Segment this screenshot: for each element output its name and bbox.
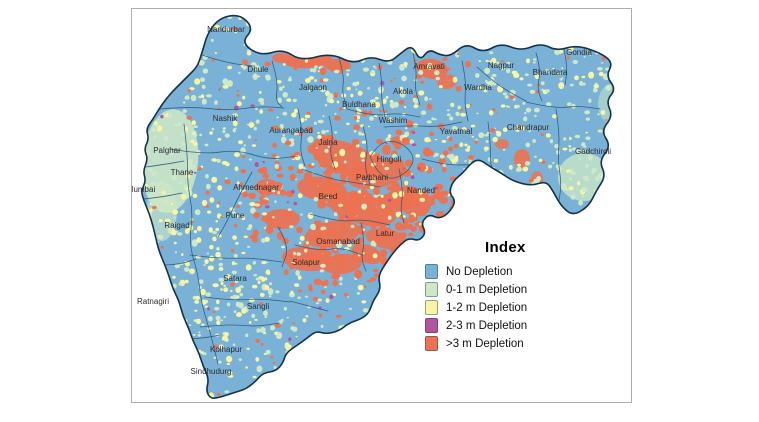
map-caption: Depletion in groundwater levels observed… — [272, 365, 631, 402]
legend-item-3: 2-3 m Depletion — [425, 318, 615, 333]
district-label-sangli: Sangli — [247, 302, 269, 311]
district-label-chandrapur: Chandrapur — [507, 123, 550, 132]
legend-label-1: 0-1 m Depletion — [446, 283, 528, 296]
district-label-sindhudurg: Sindhudurg — [191, 367, 232, 376]
district-label-jalna: Jalna — [318, 138, 338, 147]
legend-items: No Depletion 0-1 m Depletion 1-2 m Depleti… — [425, 264, 615, 351]
district-label-satara: Satara — [223, 274, 247, 283]
legend-item-4: >3 m Depletion — [425, 336, 615, 351]
district-label-amravati: Amravati — [413, 62, 445, 71]
legend-label-4: >3 m Depletion — [446, 337, 524, 350]
district-label-akola: Akola — [393, 87, 414, 96]
district-label-aurangabad: Aurangabad — [269, 126, 313, 135]
legend-swatch-0 — [425, 264, 438, 279]
legend-item-0: No Depletion — [425, 264, 615, 279]
district-label-latur: Latur — [376, 229, 395, 238]
legend-swatch-1 — [425, 282, 438, 297]
district-label-nashik: Nashik — [213, 114, 238, 123]
district-label-jalgaon: Jalgaon — [299, 83, 327, 92]
district-label-buldhana: Buldhana — [342, 100, 376, 109]
district-label-nandurbar: Nandurbar — [207, 25, 245, 34]
district-label-wardha: Wardha — [464, 83, 492, 92]
district-label-ratnagiri: Ratnagiri — [137, 297, 169, 306]
district-label-osmanabad: Osmanabad — [316, 237, 360, 246]
district-label-washim: Washim — [379, 116, 408, 125]
maharashtra-map: Nandurbar Dhule Jalgaon Buldhana Amravati Ako… — [132, 14, 615, 399]
district-label-bhandara: Bhandara — [533, 68, 568, 77]
district-label-beed: Beed — [319, 192, 338, 201]
map-frame: Nandurbar Dhule Jalgaon Buldhana Amravati Ako… — [131, 8, 632, 403]
legend-label-0: No Depletion — [446, 265, 513, 278]
district-label-parbhani: Parbhani — [356, 173, 388, 182]
legend-label-3: 2-3 m Depletion — [446, 319, 528, 332]
legend-swatch-3 — [425, 318, 438, 333]
district-label-gondia: Gondia — [566, 48, 592, 57]
state-outline — [141, 14, 615, 399]
legend-swatch-2 — [425, 300, 438, 315]
district-label-nanded: Nanded — [407, 186, 435, 195]
district-label-hingoli: Hingoli — [377, 155, 402, 164]
district-label-kolhapur: Kolhapur — [210, 345, 242, 354]
legend-swatch-4 — [425, 336, 438, 351]
legend-label-2: 1-2 m Depletion — [446, 301, 528, 314]
district-label-gadchiroli: Gadchiroli — [575, 147, 611, 156]
district-label-mumbai: Mumbai — [132, 185, 155, 194]
legend-title: Index — [485, 239, 526, 256]
legend: Index No Depletion 0-1 m Depletion 1-2 m D… — [425, 239, 615, 355]
district-borders — [142, 48, 601, 365]
district-labels: Nandurbar Dhule Jalgaon Buldhana Amravati Ako… — [132, 25, 611, 376]
district-label-yavatmal: Yavatmal — [440, 127, 473, 136]
legend-item-2: 1-2 m Depletion — [425, 300, 615, 315]
district-label-nagpur: Nagpur — [488, 61, 515, 70]
caption-line-1: Depletion in groundwater levels observed… — [272, 401, 631, 402]
district-label-palghar: Palghar — [153, 146, 181, 155]
district-label-thane: Thane — [171, 168, 194, 177]
district-label-pune: Pune — [226, 211, 245, 220]
legend-item-1: 0-1 m Depletion — [425, 282, 615, 297]
district-label-dhule: Dhule — [248, 65, 269, 74]
district-label-solapur: Solapur — [292, 258, 320, 267]
district-label-ahmednagar: Ahmednagar — [233, 183, 279, 192]
district-label-raigad: Raigad — [164, 221, 189, 230]
